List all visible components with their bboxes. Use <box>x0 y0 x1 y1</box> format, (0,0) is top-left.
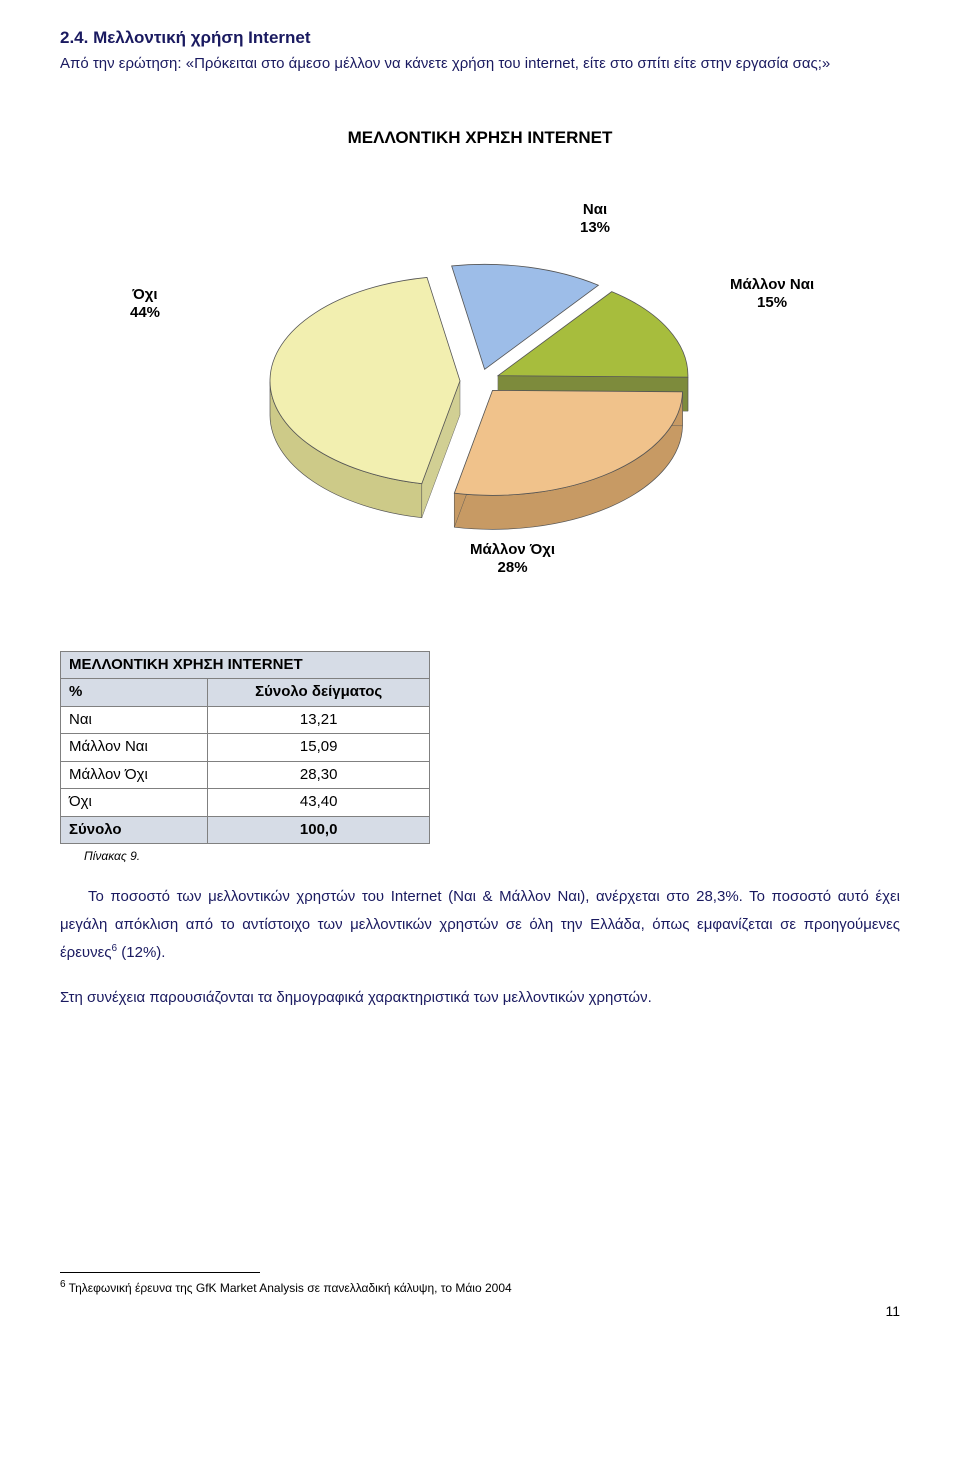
table-cell-value: 43,40 <box>208 789 430 817</box>
pie-label-pct: 13% <box>580 219 610 236</box>
table-cell-value: 13,21 <box>208 706 430 734</box>
pie-label-pct: 15% <box>757 294 787 311</box>
footnote-text: Τηλεφωνική έρευνα της GfK Market Analysi… <box>66 1281 512 1295</box>
table-caption: Πίνακας 9. <box>84 847 900 865</box>
chart-title: ΜΕΛΛΟΝΤΙΚΗ ΧΡΗΣΗ INTERNET <box>60 125 900 151</box>
table-total-value: 100,0 <box>208 816 430 844</box>
results-table: ΜΕΛΛΟΝΤΙΚΗ ΧΡΗΣΗ INTERNET % Σύνολο δείγμ… <box>60 651 430 845</box>
table-title: ΜΕΛΛΟΝΤΙΚΗ ΧΡΗΣΗ INTERNET <box>61 651 430 679</box>
table-cell-label: Ναι <box>61 706 208 734</box>
pie-label-text: Μάλλον Ναι <box>730 276 814 293</box>
footer: 6 Τηλεφωνική έρευνα της GfK Market Analy… <box>60 1272 900 1322</box>
table-cell-label: Μάλλον Ναι <box>61 734 208 762</box>
pie-label-mallon-oxi: Μάλλον Όχι 28% <box>470 541 555 579</box>
paragraph-2: Στη συνέχεια παρουσιάζονται τα δημογραφι… <box>60 984 900 1012</box>
table-total-row: Σύνολο100,0 <box>61 816 430 844</box>
section-heading: 2.4. Μελλοντική χρήση Internet <box>60 25 900 51</box>
pie-label-mallon-nai: Μάλλον Ναι 15% <box>730 276 814 314</box>
pie-label-text: Μάλλον Όχι <box>470 541 555 558</box>
paragraph-1-tail: (12%). <box>117 944 165 961</box>
table-row: Μάλλον Όχι28,30 <box>61 761 430 789</box>
footnote-rule <box>60 1272 260 1273</box>
table-cell-value: 28,30 <box>208 761 430 789</box>
pie-label-pct: 28% <box>498 559 528 576</box>
table-total-label: Σύνολο <box>61 816 208 844</box>
pie-label-nai: Ναι 13% <box>580 201 610 239</box>
table-cell-label: Μάλλον Όχι <box>61 761 208 789</box>
pie-label-oxi: Όχι 44% <box>130 286 160 324</box>
table-row: Όχι43,40 <box>61 789 430 817</box>
paragraph-1-text: Το ποσοστό των μελλοντικών χρηστών του I… <box>60 888 900 961</box>
table-col-percent: % <box>61 679 208 707</box>
question-text: Από την ερώτηση: «Πρόκειται στο άμεσο μέ… <box>60 53 900 76</box>
footnote: 6 Τηλεφωνική έρευνα της GfK Market Analy… <box>60 1277 900 1297</box>
table-body: Ναι13,21Μάλλον Ναι15,09Μάλλον Όχι28,30Όχ… <box>61 706 430 844</box>
pie-chart-svg <box>200 216 760 576</box>
pie-label-text: Ναι <box>583 201 607 218</box>
pie-label-pct: 44% <box>130 304 160 321</box>
table-row: Ναι13,21 <box>61 706 430 734</box>
page-number: 11 <box>60 1301 900 1322</box>
table-cell-label: Όχι <box>61 789 208 817</box>
table-row: Μάλλον Ναι15,09 <box>61 734 430 762</box>
paragraph-1: Το ποσοστό των μελλοντικών χρηστών του I… <box>60 883 900 966</box>
table-cell-value: 15,09 <box>208 734 430 762</box>
pie-chart: Ναι 13% Μάλλον Ναι 15% Μάλλον Όχι 28% Όχ… <box>70 181 890 611</box>
pie-label-text: Όχι <box>132 286 157 303</box>
table-col-sample: Σύνολο δείγματος <box>208 679 430 707</box>
